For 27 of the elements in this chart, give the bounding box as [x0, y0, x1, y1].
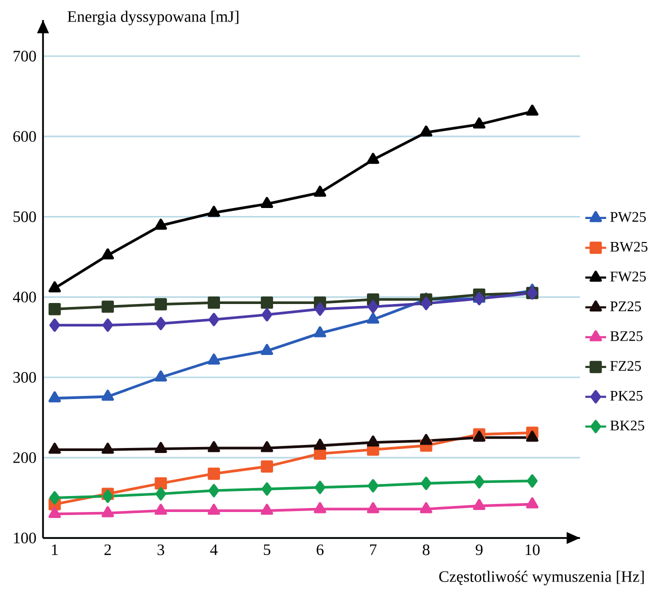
y-tick-label: 600 [13, 131, 36, 142]
legend-label: BW25 [610, 242, 648, 252]
x-axis-title: Częstotliwość wymuszenia [Hz] [439, 570, 644, 586]
y-tick-label: 300 [13, 372, 36, 383]
legend-label: PW25 [610, 212, 646, 222]
x-tick-label: 2 [104, 544, 111, 556]
x-tick-label: 5 [264, 544, 270, 556]
y-axis-title: Energia dyssypowana [mJ] [68, 10, 238, 26]
y-tick-label: 400 [12, 292, 36, 302]
x-tick-label: 10 [526, 544, 540, 556]
y-tick-label: 100 [14, 532, 36, 544]
y-tick-label: 500 [14, 211, 36, 222]
x-tick-label: 1 [52, 544, 58, 555]
x-tick-label: 3 [158, 544, 164, 556]
x-tick-label: 4 [210, 544, 218, 555]
x-tick-label: 7 [370, 544, 377, 555]
legend-label: BK25 [610, 420, 644, 430]
legend-label: FW25 [610, 272, 646, 282]
legend-label: BZ25 [610, 331, 643, 342]
legend-label: PZ25 [610, 301, 641, 312]
x-tick-label: 9 [476, 544, 483, 556]
y-tick-label: 200 [13, 452, 36, 464]
legend-label: PK25 [610, 390, 643, 401]
x-tick-label: 6 [316, 544, 324, 556]
legend-label: FZ25 [610, 361, 641, 371]
x-tick-label: 8 [422, 544, 430, 556]
y-tick-label: 700 [14, 50, 36, 62]
